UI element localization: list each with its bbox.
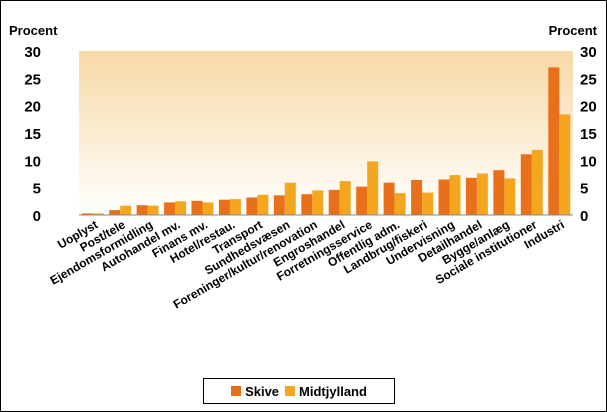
bar-skive-9 [328,189,340,215]
legend-label-midtjylland: Midtjylland [299,383,367,399]
legend-swatch-midtjylland [285,386,296,396]
y-tick-label-right: 0 [580,208,588,225]
bar-skive-16 [520,154,532,215]
bar-midtjylland-5 [229,199,241,215]
bar-skive-3 [164,202,176,215]
bar-skive-2 [136,205,148,215]
bar-midtjylland-10 [367,161,379,215]
y-tick-label-left: 20 [24,99,41,116]
bar-midtjylland-17 [559,114,571,215]
plot-area [79,51,573,215]
bar-skive-15 [493,170,505,215]
bar-skive-1 [109,210,121,215]
y-tick-label-left: 10 [24,153,41,170]
bar-midtjylland-9 [339,181,351,215]
legend-label-skive: Skive [245,383,280,399]
bar-midtjylland-7 [284,182,296,215]
legend-item-skive: Skive [231,384,279,399]
y-tick-label-right: 25 [580,71,597,88]
bar-midtjylland-2 [147,205,159,215]
y-axis-label-left: Procent [9,23,58,38]
y-axis-label-right: Procent [549,23,598,38]
bar-skive-8 [301,194,313,215]
y-tick-label-right: 10 [580,153,597,170]
legend-swatch-skive [231,386,242,396]
bar-midtjylland-16 [531,149,543,215]
y-tick-label-left: 25 [24,71,41,88]
bar-skive-10 [356,186,368,215]
bar-skive-11 [383,182,395,215]
bar-skive-6 [246,197,258,215]
bar-skive-5 [218,199,230,215]
y-tick-label-left: 5 [33,181,41,198]
bar-skive-0 [81,213,93,215]
bar-midtjylland-13 [449,175,461,215]
y-axis-ticks-left: 0 5 10 15 20 25 30 [24,44,41,225]
bar-midtjylland-6 [257,194,269,215]
y-tick-label-left: 15 [24,126,41,143]
bar-skive-17 [548,67,560,216]
bar-midtjylland-0 [92,213,104,215]
bar-skive-13 [438,179,450,215]
y-tick-label-right: 5 [580,181,588,198]
bar-skive-4 [191,200,203,215]
legend-item-midtjylland: Midtjylland [285,384,367,399]
y-tick-label-left: 0 [33,208,41,225]
bar-skive-14 [465,177,477,215]
bar-midtjylland-11 [394,193,406,215]
legend: Skive Midtjylland [203,378,395,404]
bars [81,67,571,216]
bar-midtjylland-4 [202,202,214,215]
bar-midtjylland-8 [312,190,324,215]
y-axis-ticks-right: 0 5 10 15 20 25 30 [580,44,597,225]
bar-midtjylland-15 [504,178,516,215]
y-tick-label-right: 30 [580,44,597,61]
y-tick-label-left: 30 [24,44,41,61]
bar-skive-7 [273,195,285,215]
x-axis-labels: UoplystPost/teleEjendomsformidlingAutoha… [48,217,567,311]
bar-midtjylland-14 [476,173,488,215]
bar-midtjylland-1 [120,205,132,215]
y-tick-label-right: 15 [580,126,597,143]
bar-midtjylland-3 [175,201,187,215]
bar-midtjylland-12 [422,192,434,215]
bar-skive-12 [411,180,423,215]
bar-chart: Procent Procent 0 5 10 15 20 25 30 0 5 10 15 20 25 3… [9,23,598,312]
y-tick-label-right: 20 [580,99,597,116]
